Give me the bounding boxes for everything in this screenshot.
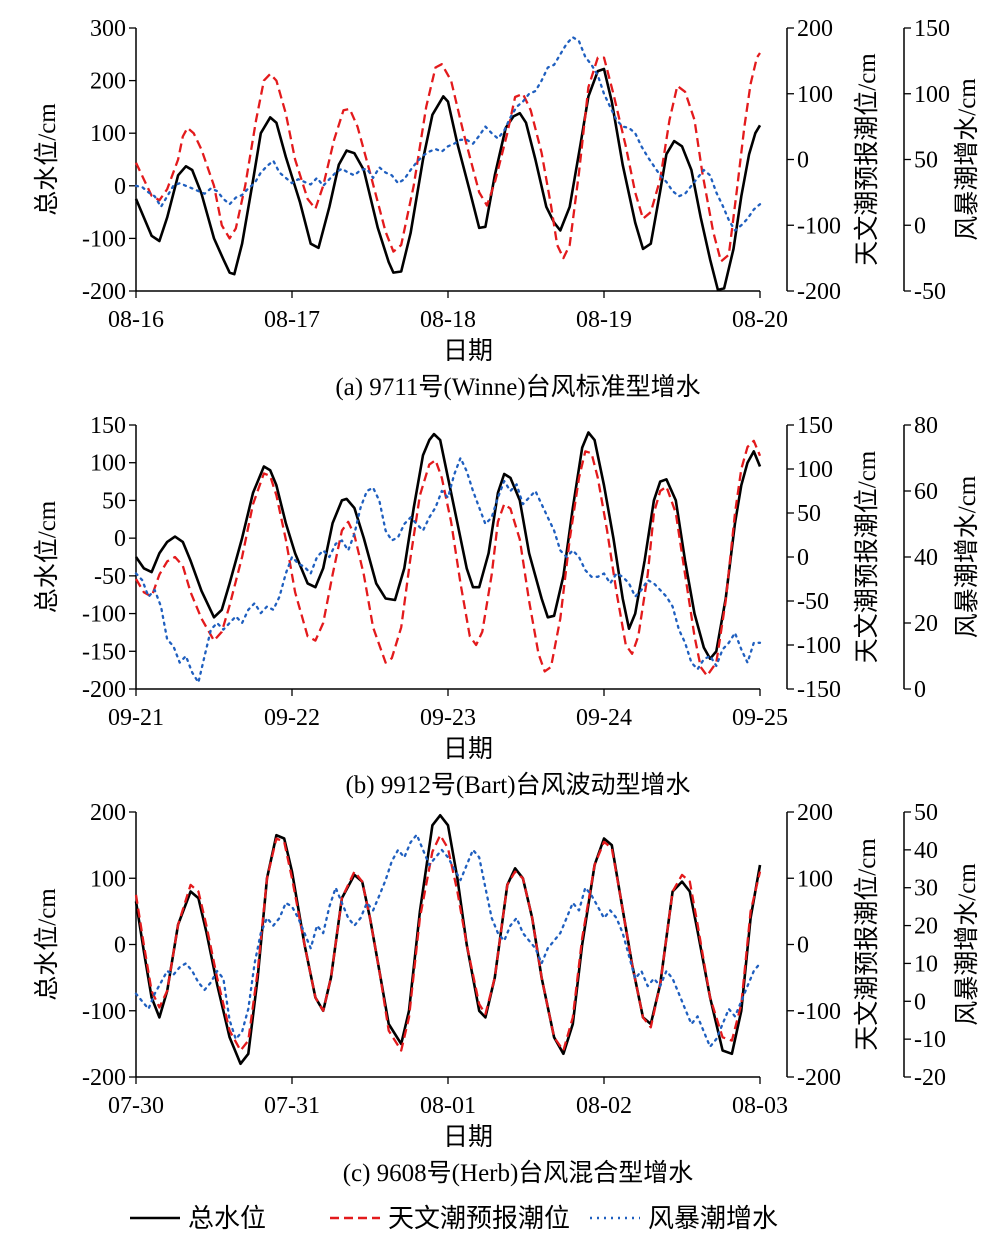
x-tick-label: 09-22 — [264, 705, 320, 731]
outer-right-axis-label: 风暴潮增水/cm — [953, 863, 981, 1026]
outer-right-tick-label: 20 — [914, 611, 938, 637]
left-tick-label: 200 — [90, 800, 126, 826]
legend-label: 风暴潮增水 — [648, 1204, 778, 1233]
right-tick-label: 0 — [797, 148, 809, 174]
x-tick-label: 08-02 — [576, 1093, 632, 1119]
right-tick-label: -100 — [797, 633, 841, 659]
chart-title: (b) 9912号(Bart)台风波动型增水 — [345, 771, 690, 799]
series-line-storm-surge — [134, 36, 762, 232]
outer-right-tick-label: 40 — [914, 838, 938, 864]
x-tick-label: 09-21 — [108, 705, 164, 731]
outer-right-tick-label: 0 — [914, 213, 926, 239]
series-line-astronomical-tide — [134, 52, 761, 263]
x-tick-label: 08-19 — [576, 307, 632, 333]
series-line-total-water-level — [134, 431, 762, 661]
left-tick-label: -200 — [82, 279, 126, 305]
outer-right-tick-label: 0 — [914, 989, 926, 1015]
right-tick-label: 100 — [797, 457, 833, 483]
legend-label: 总水位 — [188, 1204, 266, 1233]
left-axis-label: 总水位/cm — [33, 103, 61, 216]
right-tick-label: 50 — [797, 501, 821, 527]
outer-right-tick-label: 50 — [914, 148, 938, 174]
x-tick-label: 09-25 — [732, 705, 788, 731]
left-tick-label: 0 — [114, 526, 126, 552]
right-tick-label: 0 — [797, 545, 809, 571]
outer-right-axis-label: 风暴潮增水/cm — [953, 78, 981, 241]
right-tick-label: 200 — [797, 16, 833, 42]
right-tick-label: 0 — [797, 933, 809, 959]
series-line-total-water-level — [134, 67, 762, 292]
right-axis-label: 天文潮预报潮位/cm — [853, 53, 881, 266]
x-tick-label: 08-17 — [264, 307, 320, 333]
right-tick-label: 200 — [797, 800, 833, 826]
chart-title: (a) 9711号(Winne)台风标准型增水 — [335, 373, 700, 401]
right-tick-label: 100 — [797, 82, 833, 108]
left-tick-label: 100 — [90, 121, 126, 147]
series-line-astronomical-tide — [134, 834, 762, 1052]
left-tick-label: -50 — [94, 564, 126, 590]
outer-right-tick-label: 10 — [914, 951, 938, 977]
series-line-total-water-level — [134, 814, 762, 1066]
outer-right-tick-label: 20 — [914, 914, 938, 940]
left-tick-label: -200 — [82, 677, 126, 703]
left-axis-label: 总水位/cm — [33, 888, 61, 1001]
left-tick-label: -100 — [82, 226, 126, 252]
right-tick-label: -100 — [797, 999, 841, 1025]
left-tick-label: 200 — [90, 69, 126, 95]
outer-right-tick-label: -20 — [914, 1065, 946, 1091]
left-tick-label: -100 — [82, 602, 126, 628]
outer-right-tick-label: 40 — [914, 545, 938, 571]
right-tick-label: -50 — [797, 589, 829, 615]
left-tick-label: -100 — [82, 999, 126, 1025]
right-tick-label: 100 — [797, 866, 833, 892]
left-tick-label: -150 — [82, 639, 126, 665]
outer-right-tick-label: 80 — [914, 413, 938, 439]
x-tick-label: 07-30 — [108, 1093, 164, 1119]
left-tick-label: -200 — [82, 1065, 126, 1091]
chart-title: (c) 9608号(Herb)台风混合型增水 — [343, 1159, 694, 1187]
outer-right-tick-label: 0 — [914, 677, 926, 703]
series-line-astronomical-tide — [135, 439, 762, 677]
x-tick-label: 08-20 — [732, 307, 788, 333]
left-tick-label: 300 — [90, 16, 126, 42]
right-axis-label: 天文潮预报潮位/cm — [853, 450, 881, 663]
left-tick-label: 50 — [102, 488, 126, 514]
right-axis-label: 天文潮预报潮位/cm — [853, 838, 881, 1051]
left-axis-label: 总水位/cm — [33, 500, 61, 613]
x-tick-label: 08-18 — [420, 307, 476, 333]
legend-label: 天文潮预报潮位 — [388, 1204, 570, 1233]
x-tick-label: 09-24 — [576, 705, 632, 731]
x-axis-label: 日期 — [443, 1124, 493, 1151]
outer-right-tick-label: -10 — [914, 1027, 946, 1053]
left-tick-label: 100 — [90, 866, 126, 892]
series-line-storm-surge — [134, 833, 762, 1048]
x-tick-label: 07-31 — [264, 1093, 320, 1119]
right-tick-label: 150 — [797, 413, 833, 439]
x-axis-label: 日期 — [443, 736, 493, 763]
left-tick-label: 0 — [114, 174, 126, 200]
outer-right-tick-label: 50 — [914, 800, 938, 826]
left-tick-label: 150 — [90, 413, 126, 439]
left-tick-label: 100 — [90, 451, 126, 477]
series-line-storm-surge — [134, 456, 762, 684]
outer-right-tick-label: 150 — [914, 16, 950, 42]
outer-right-tick-label: 60 — [914, 479, 938, 505]
outer-right-axis-label: 风暴潮增水/cm — [953, 475, 981, 638]
left-tick-label: 0 — [114, 933, 126, 959]
x-tick-label: 08-16 — [108, 307, 164, 333]
right-tick-label: -150 — [797, 677, 841, 703]
right-tick-label: -200 — [797, 1065, 841, 1091]
x-axis-label: 日期 — [443, 338, 493, 365]
outer-right-tick-label: 100 — [914, 82, 950, 108]
outer-right-tick-label: 30 — [914, 876, 938, 902]
x-tick-label: 08-01 — [420, 1093, 476, 1119]
right-tick-label: -100 — [797, 213, 841, 239]
outer-right-tick-label: -50 — [914, 279, 946, 305]
x-tick-label: 09-23 — [420, 705, 476, 731]
x-tick-label: 08-03 — [732, 1093, 788, 1119]
right-tick-label: -200 — [797, 279, 841, 305]
